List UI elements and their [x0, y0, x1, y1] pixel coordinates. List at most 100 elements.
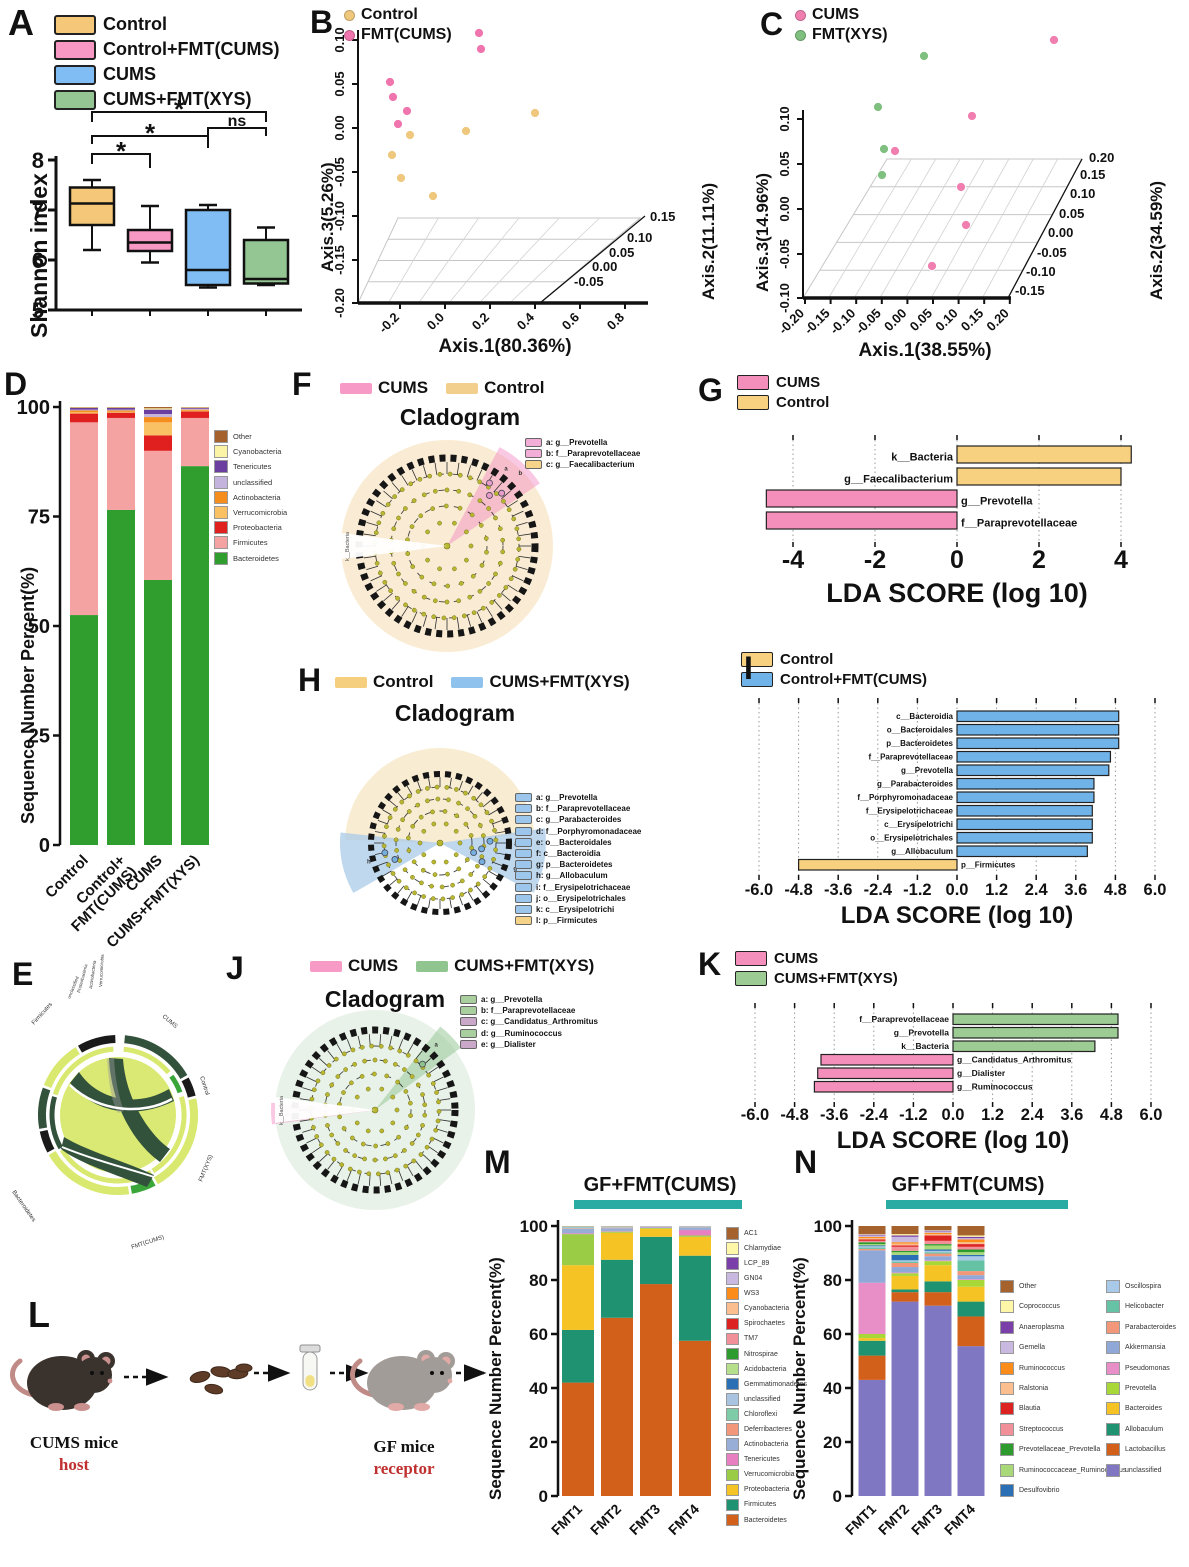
chart-text: 20 — [529, 1433, 548, 1452]
chart-shape — [331, 1156, 337, 1162]
chart-shape — [436, 1099, 441, 1105]
sig-bracket — [91, 111, 267, 122]
chart-shape — [445, 583, 451, 589]
lda-axis-title: LDA SCORE (log 10) — [826, 578, 1088, 608]
category-label: FMT1 — [548, 1501, 585, 1538]
chart-shape — [476, 469, 483, 481]
panel-d-phylum-bars: Sequence Number Percent(%) Other Cyanobac… — [4, 372, 290, 951]
chart-shape — [492, 828, 497, 833]
chart-shape — [488, 870, 498, 877]
legend-swatch — [1106, 1341, 1120, 1355]
chart-shape — [463, 790, 468, 796]
bar-segment-Lactobacillus — [891, 1292, 919, 1302]
legend-label: Acidobacteria — [744, 1365, 787, 1373]
legend-item: Other — [214, 430, 287, 443]
chart-shape — [425, 786, 430, 791]
legend-swatch — [460, 1028, 477, 1038]
chart-shape — [302, 1087, 314, 1092]
bar-segment-Anaeroplasma — [858, 1234, 886, 1236]
panel-b-pcoa: Control FMT(CUMS) Axis.3(5.26%) Axis.1(80… — [300, 0, 695, 365]
chart-shape — [376, 500, 387, 508]
chart-text: -3.6 — [820, 1106, 848, 1124]
legend-item: Deferribacteres — [726, 1423, 807, 1436]
chart-shape — [390, 489, 504, 603]
chart-shape — [382, 809, 392, 816]
legend-swatch — [1106, 1320, 1120, 1334]
legend-item: Gemmatimonadetes — [726, 1377, 807, 1391]
chart-shape — [410, 564, 416, 569]
chart-shape — [431, 614, 437, 620]
legend-swatch — [726, 1408, 739, 1421]
chord-band — [109, 1058, 170, 1162]
legend-item: Verrucomicrobia — [726, 1468, 807, 1481]
chart-shape — [468, 543, 474, 549]
chart-shape — [424, 1144, 430, 1150]
chart-shape — [382, 579, 388, 585]
legend-swatch — [795, 29, 806, 41]
legend-swatch — [515, 871, 532, 881]
legend-swatch — [726, 1453, 739, 1466]
box-1 — [126, 228, 174, 253]
chart-shape — [299, 1098, 312, 1101]
lda-bar-f__Paraprevotellaceae — [956, 750, 1112, 763]
legend-item: Chlamydiae — [726, 1242, 807, 1255]
legend-item: i: f__Erysipelotrichaceae — [515, 882, 641, 892]
legend-label: a: g__Prevotella — [481, 995, 543, 1004]
data-point-FMT(CUMS) — [393, 119, 403, 129]
legend-swatch — [726, 1468, 739, 1481]
chart-text: -0.10 — [827, 306, 859, 338]
chart-shape — [336, 1165, 344, 1177]
panel-label-i: I — [744, 650, 753, 686]
chart-shape — [390, 1094, 396, 1100]
chart-shape — [435, 796, 441, 802]
chart-text: 2 — [1032, 546, 1046, 574]
legend-item: CUMS+FMT(XYS) — [54, 89, 279, 110]
bar-segment-Lactobacillus — [858, 1355, 886, 1380]
legend-label: Control — [103, 14, 167, 34]
chart-shape — [410, 823, 416, 829]
bar-segment-Other — [891, 1226, 919, 1235]
chart-shape — [484, 549, 489, 555]
chart-text: 7 — [32, 198, 44, 223]
legend-swatch — [741, 672, 773, 687]
bar-segment-Lactobacillus — [957, 1316, 985, 1347]
lda-bar-g__Prevotella — [956, 764, 1110, 777]
chart-shape — [391, 526, 397, 532]
legend-swatch — [525, 449, 542, 459]
legend-swatch — [1000, 1300, 1014, 1314]
bar-segment-Verrucomicrobia — [679, 1235, 711, 1237]
legend-item: Control — [344, 6, 452, 24]
bar-segment-Prevotella — [891, 1273, 919, 1276]
chart-shape — [463, 821, 469, 827]
sig-label: * — [145, 118, 156, 148]
chart-shape — [362, 1058, 367, 1064]
chart-shape — [488, 809, 498, 816]
chart-text: 100 — [17, 397, 50, 419]
panel-label-h: H — [298, 662, 322, 698]
chart-shape — [392, 1153, 398, 1159]
legend-label: b: f__Paraprevotellaceae — [536, 804, 631, 814]
chart-shape — [363, 555, 376, 559]
chart-shape — [366, 1171, 372, 1177]
category-label: FMT3 — [626, 1501, 663, 1538]
chart-shape — [484, 810, 490, 815]
chart-shape — [429, 1136, 435, 1142]
chart-text: -0.10 — [332, 201, 347, 231]
chart-text: 20 — [823, 1433, 842, 1452]
legend-label: Allobaculum — [1125, 1425, 1164, 1433]
data-point-Control — [405, 130, 415, 140]
chart-shape — [493, 600, 503, 610]
bar-segment-Ruminococcus — [957, 1239, 985, 1243]
chart-shape — [311, 1066, 323, 1075]
highlighted-taxon-node — [486, 837, 494, 845]
lda-bar-label: f__Erysipelotrichaceae — [866, 807, 954, 816]
legend-label: c: g__Parabacteroides — [536, 815, 622, 825]
legend-item: Control — [446, 378, 545, 398]
chart-shape — [385, 1170, 391, 1176]
cladogram-j: aek__Bacteria — [271, 1010, 475, 1210]
chart-shape — [402, 1067, 407, 1072]
bar-segment-Pseudomonas — [891, 1272, 919, 1274]
chart-shape — [370, 575, 382, 582]
chord-ring-segment — [153, 1098, 198, 1185]
